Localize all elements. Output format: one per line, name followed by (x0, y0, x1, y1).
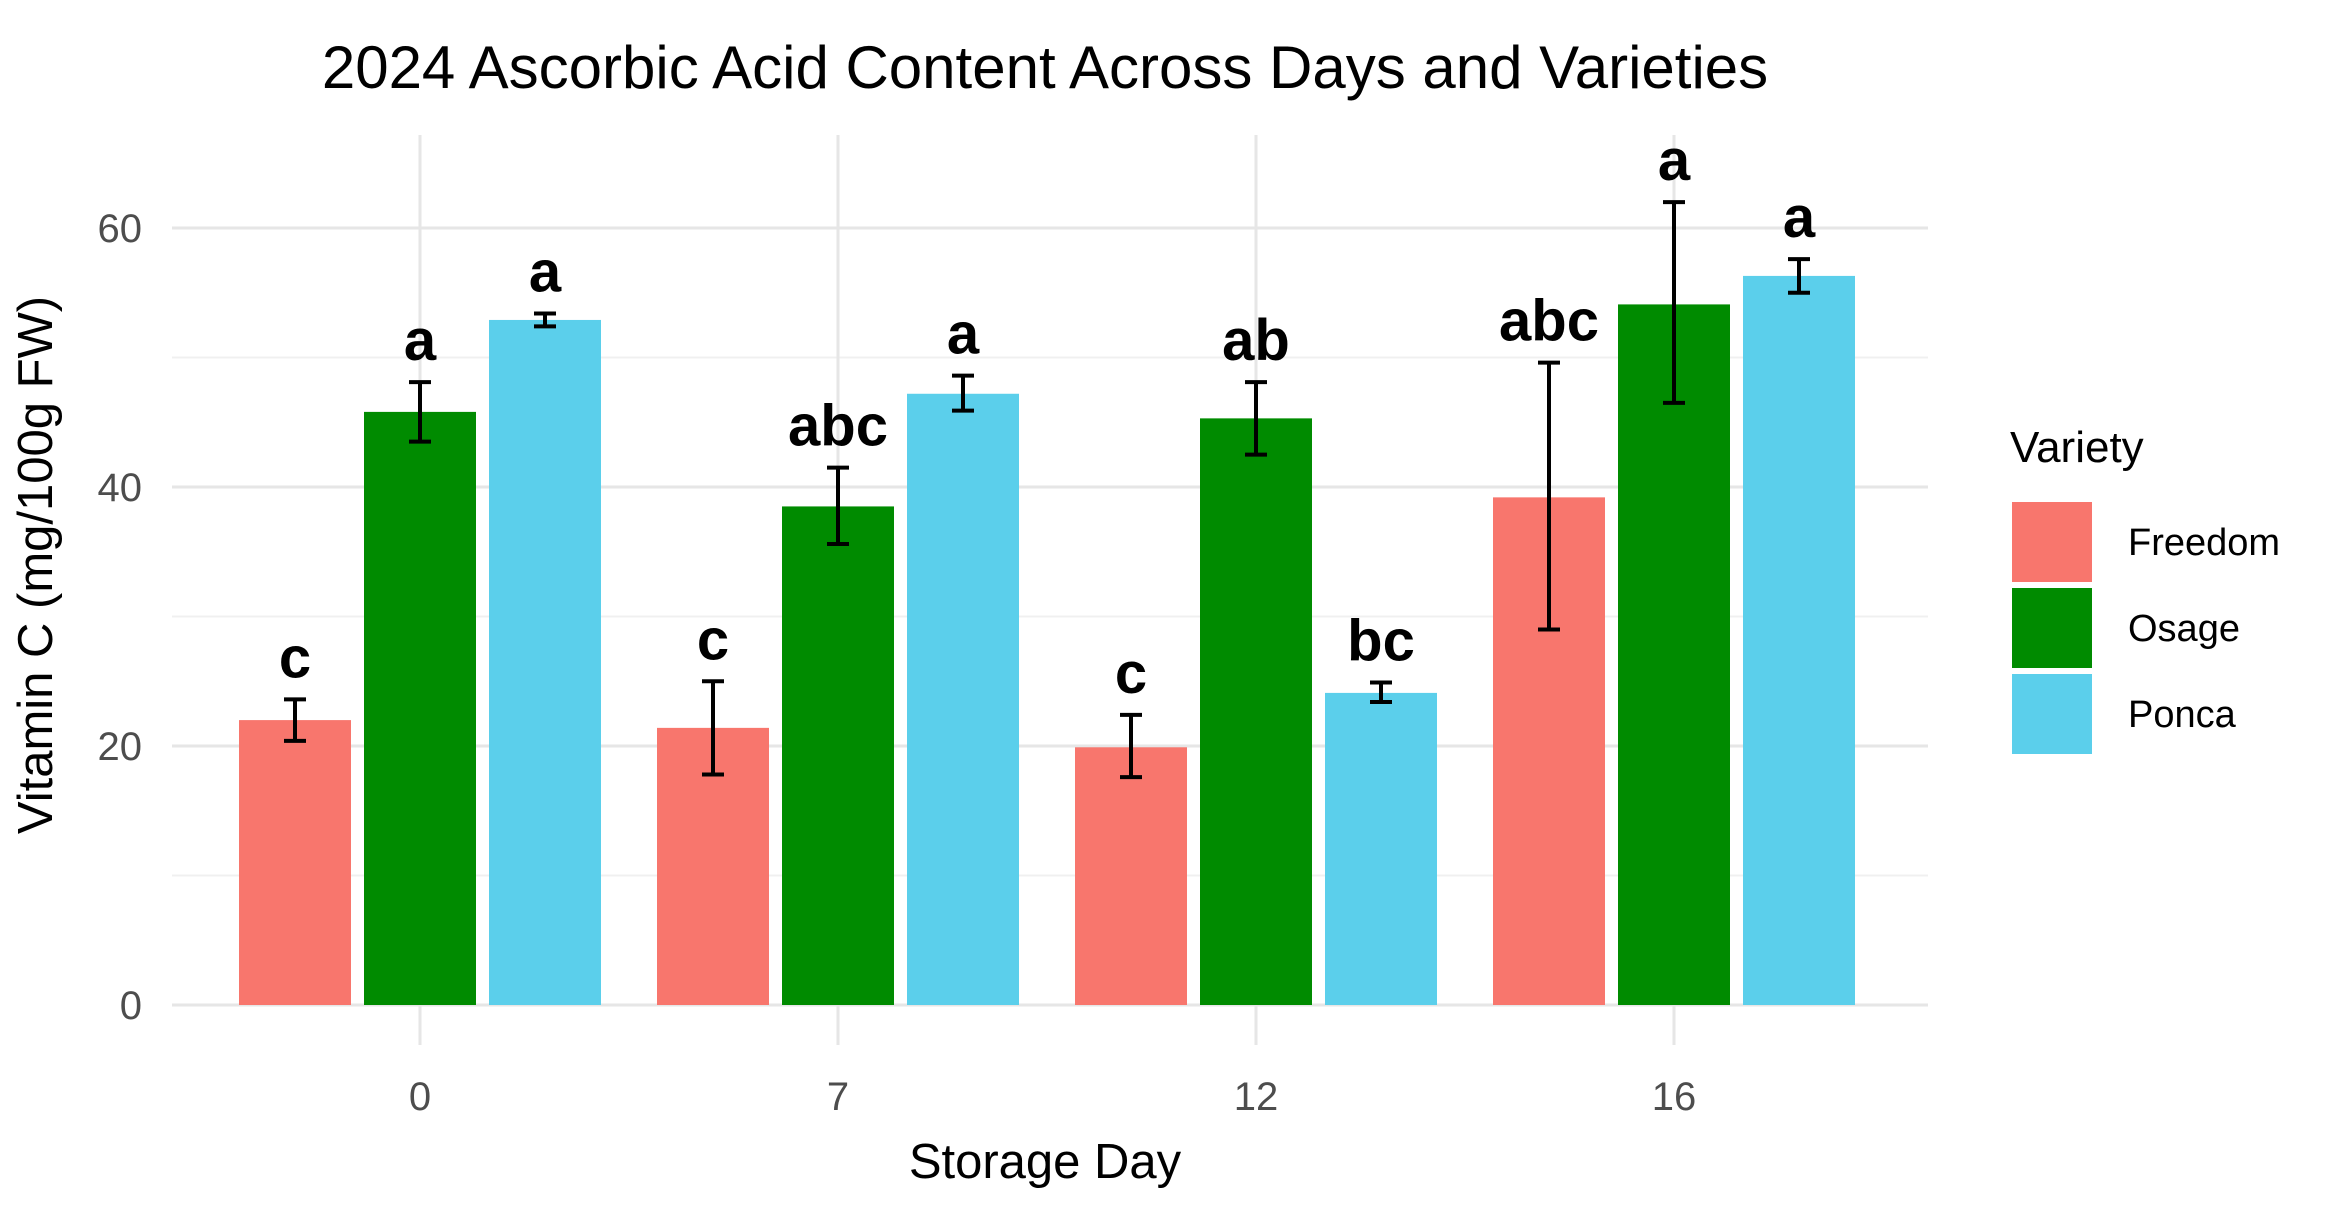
bar (1325, 692, 1437, 1005)
x-tick-label: 0 (409, 1075, 431, 1119)
legend: Variety Freedom Osage Ponca (2010, 423, 2280, 754)
error-bar (284, 697, 306, 743)
significance-letter: c (279, 625, 311, 690)
bar (364, 411, 476, 1005)
error-bar (409, 380, 431, 444)
significance-letter: c (1115, 641, 1147, 706)
error-bar (827, 465, 849, 546)
error-bar (1788, 257, 1810, 295)
significance-letter: ab (1222, 308, 1290, 373)
y-tick-label: 20 (98, 725, 143, 769)
x-axis-title: Storage Day (909, 1135, 1182, 1189)
x-tick-label: 7 (827, 1075, 849, 1119)
legend-swatch (2012, 502, 2092, 582)
significance-letter: a (1783, 185, 1816, 250)
legend-item: Freedom (2012, 502, 2280, 582)
y-axis-title: Vitamin C (mg/100g FW) (9, 296, 63, 834)
legend-item: Ponca (2012, 674, 2237, 754)
legend-title: Variety (2010, 423, 2144, 472)
legend-label: Freedom (2128, 522, 2280, 564)
error-bar (1370, 680, 1392, 704)
x-tick-label: 12 (1234, 1075, 1279, 1119)
legend-swatch (2012, 588, 2092, 668)
bar (1075, 747, 1187, 1005)
y-tick-label: 0 (120, 984, 142, 1028)
bar (782, 506, 894, 1005)
bar (1743, 275, 1855, 1005)
bar-layer (239, 275, 1855, 1005)
error-bar-layer (284, 200, 1810, 780)
bar (239, 720, 351, 1005)
significance-letter: a (947, 302, 980, 367)
error-bar (1245, 380, 1267, 457)
significance-letter: abc (1499, 289, 1599, 354)
error-bar (1538, 360, 1560, 632)
legend-label: Osage (2128, 608, 2240, 650)
significance-letter: abc (788, 394, 888, 459)
bar (489, 319, 601, 1005)
significance-letter: a (1658, 128, 1691, 193)
significance-letter: a (404, 308, 437, 373)
chart-title: 2024 Ascorbic Acid Content Across Days a… (322, 34, 1768, 101)
error-bar (702, 679, 724, 777)
bar (1200, 418, 1312, 1005)
bar (1618, 304, 1730, 1005)
bar (907, 393, 1019, 1005)
significance-letter: c (697, 607, 729, 672)
error-bar (1663, 200, 1685, 405)
significance-letter: a (529, 239, 562, 304)
error-bar (1120, 712, 1142, 780)
x-tick-label: 16 (1652, 1075, 1697, 1119)
error-bar (952, 373, 974, 413)
y-tick-label: 60 (98, 207, 143, 251)
legend-label: Ponca (2128, 694, 2237, 736)
legend-item: Osage (2012, 588, 2240, 668)
legend-items: Freedom Osage Ponca (2012, 502, 2280, 754)
error-bar (534, 311, 556, 329)
y-tick-label: 40 (98, 466, 143, 510)
legend-swatch (2012, 674, 2092, 754)
axis-layer: 0 20 40 60 0 7 12 16 (98, 207, 1697, 1119)
significance-letter: bc (1347, 609, 1415, 674)
